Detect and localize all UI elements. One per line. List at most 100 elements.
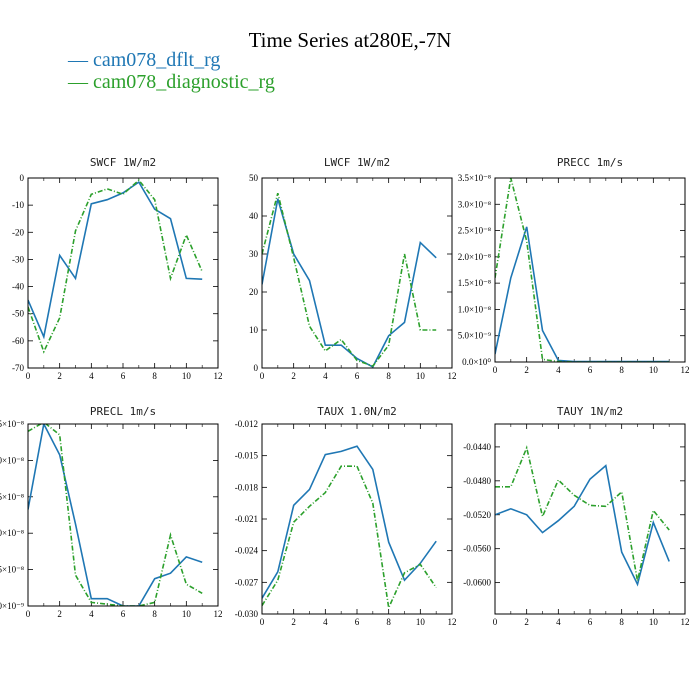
chart-title: PRECL 1m/s — [90, 405, 156, 418]
y-tick-label: 5.0×10⁻⁹ — [458, 331, 491, 341]
y-tick-label: 50 — [249, 173, 259, 183]
x-tick-label: 12 — [214, 609, 223, 619]
y-tick-label: -0.021 — [235, 514, 258, 524]
series-line — [262, 445, 437, 599]
x-tick-label: 6 — [355, 617, 360, 627]
x-tick-label: 8 — [386, 617, 391, 627]
plot-frame — [261, 177, 453, 369]
x-tick-label: 8 — [152, 609, 157, 619]
x-tick-label: 10 — [649, 365, 659, 375]
y-tick-label: -0.0600 — [463, 578, 491, 588]
y-tick-label: -20 — [12, 227, 24, 237]
x-tick-label: 2 — [291, 617, 296, 627]
x-tick-label: 0 — [493, 617, 498, 627]
x-tick-label: 2 — [524, 365, 529, 375]
y-tick-label: -70 — [12, 363, 24, 373]
y-tick-label: 20 — [249, 287, 259, 297]
series-line — [262, 192, 437, 368]
x-tick-label: 6 — [355, 371, 360, 381]
plot-frame — [494, 177, 686, 363]
y-tick-label: 10 — [249, 325, 259, 335]
y-tick-label: 0.0×10⁰ — [462, 357, 491, 367]
y-tick-label: 1.0×10⁻⁸ — [458, 304, 491, 314]
x-tick-label: 4 — [323, 371, 328, 381]
chart-panel: LWCF 1W/m2 0 2 4 6 8 10 12 0 10 20 30 40 50 — [249, 156, 457, 381]
plot-frame — [494, 423, 686, 615]
series-line — [495, 464, 670, 587]
y-tick-label: -0.0560 — [463, 544, 491, 554]
y-tick-label: -0.012 — [235, 419, 258, 429]
y-tick-label: -60 — [12, 336, 24, 346]
series-line — [28, 424, 203, 606]
y-tick-label: -0.015 — [235, 451, 259, 461]
x-tick-label: 12 — [448, 371, 457, 381]
chart-title: LWCF 1W/m2 — [324, 156, 390, 169]
y-tick-label: -0.018 — [235, 482, 259, 492]
chart-title: PRECC 1m/s — [557, 156, 623, 169]
x-tick-label: 8 — [619, 617, 624, 627]
y-tick-label: 2.5×10⁻⁸ — [458, 226, 491, 236]
x-tick-label: 10 — [182, 371, 192, 381]
plot-frame — [27, 423, 219, 607]
chart-panel: PRECL 1m/s 0 2 4 6 8 10 12 0×10⁻⁹ 5×10⁻⁸ 0×10⁻⁸ 5×1… — [0, 405, 223, 619]
y-tick-label: -0.024 — [235, 546, 259, 556]
x-tick-label: 6 — [588, 365, 593, 375]
x-tick-label: 0 — [493, 365, 498, 375]
chart-title: SWCF 1W/m2 — [90, 156, 156, 169]
x-tick-label: 4 — [89, 371, 94, 381]
y-tick-label: 40 — [249, 211, 259, 221]
series-line — [495, 178, 670, 362]
x-tick-label: 2 — [57, 371, 62, 381]
chart-title: TAUX 1.0N/m2 — [317, 405, 396, 418]
y-tick-label: 0×10⁻⁸ — [0, 528, 24, 538]
x-tick-label: 10 — [416, 371, 426, 381]
y-tick-label: 5×10⁻⁸ — [0, 565, 24, 575]
y-tick-label: 3.0×10⁻⁸ — [458, 199, 491, 209]
series-line — [262, 198, 437, 368]
x-tick-label: 6 — [588, 617, 593, 627]
y-tick-label: 2.0×10⁻⁸ — [458, 252, 491, 262]
x-tick-label: 0 — [26, 609, 31, 619]
y-tick-label: 0×10⁻⁸ — [0, 455, 24, 465]
y-tick-label: 0 — [20, 173, 25, 183]
chart-panel: TAUY 1N/m2 0 2 4 6 8 10 12 -0.0440 -0.0480 -0.0520… — [463, 405, 689, 627]
x-tick-label: 10 — [182, 609, 192, 619]
series-line — [28, 179, 203, 354]
x-tick-label: 12 — [448, 617, 457, 627]
x-tick-label: 12 — [681, 365, 690, 375]
x-tick-label: 6 — [121, 371, 126, 381]
series-line — [262, 465, 437, 611]
x-tick-label: 8 — [619, 365, 624, 375]
x-tick-label: 10 — [649, 617, 659, 627]
x-tick-label: 6 — [121, 609, 126, 619]
y-tick-label: -0.0480 — [463, 476, 491, 486]
y-tick-label: -40 — [12, 282, 24, 292]
y-tick-label: -0.0440 — [463, 442, 491, 452]
plot-frame — [27, 177, 219, 369]
x-tick-label: 2 — [524, 617, 529, 627]
chart-panel: TAUX 1.0N/m2 0 2 4 6 8 10 12 -0.012 -0.015 -0.018 -… — [235, 405, 457, 627]
y-tick-label: 0 — [254, 363, 259, 373]
chart-panel: PRECC 1m/s 0 2 4 6 8 10 12 0.0×10⁰ 5.0×10⁻⁹ 1.0×10… — [458, 156, 690, 375]
series-line — [28, 180, 203, 340]
x-tick-label: 4 — [89, 609, 94, 619]
y-tick-label: -30 — [12, 254, 24, 264]
x-tick-label: 8 — [152, 371, 157, 381]
x-tick-label: 4 — [556, 617, 561, 627]
x-tick-label: 0 — [260, 617, 265, 627]
y-tick-label: -0.030 — [235, 609, 259, 619]
plot-frame — [261, 423, 453, 615]
x-tick-label: 0 — [26, 371, 31, 381]
y-tick-label: 1.5×10⁻⁸ — [458, 278, 491, 288]
x-tick-label: 8 — [386, 371, 391, 381]
y-tick-label: 3.5×10⁻⁸ — [458, 173, 491, 183]
chart-title: TAUY 1N/m2 — [557, 405, 623, 418]
x-tick-label: 10 — [416, 617, 426, 627]
y-tick-label: -50 — [12, 309, 24, 319]
y-tick-label: 30 — [249, 249, 259, 259]
series-line — [495, 226, 670, 362]
legend-entry: — cam078_dflt_rg — [68, 49, 221, 71]
x-tick-label: 4 — [556, 365, 561, 375]
x-tick-label: 12 — [214, 371, 223, 381]
